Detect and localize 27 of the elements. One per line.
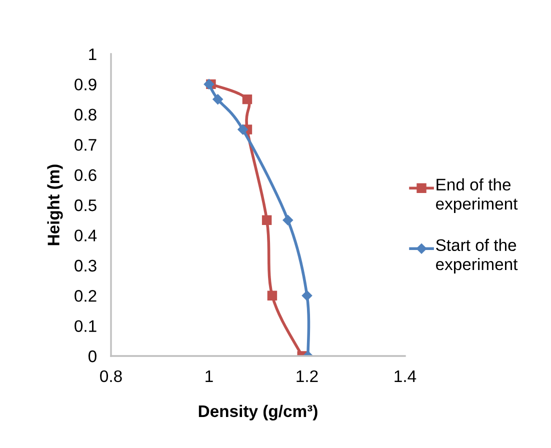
point <box>242 94 252 104</box>
point <box>204 79 214 90</box>
point <box>302 290 312 301</box>
point <box>212 94 223 104</box>
x-axis-title: Density (g/cm³) <box>198 404 318 420</box>
y-tick-label: 0.7 <box>74 139 96 151</box>
y-axis-title: Height (m) <box>47 164 63 246</box>
y-tick-label: 0.5 <box>74 199 96 212</box>
point <box>238 124 248 135</box>
y-tick-label: 0 <box>88 350 96 362</box>
x-tick-label: 1 <box>206 370 213 382</box>
x-tick-label: 1.4 <box>394 370 416 382</box>
y-tick-label: 0.8 <box>74 108 96 121</box>
point <box>262 215 272 225</box>
x-tick-label: 1.2 <box>296 370 318 382</box>
x-tick-label: 0.8 <box>100 370 122 382</box>
y-tick-label: 0.3 <box>74 260 96 272</box>
legend-label: Start of the experiment <box>436 238 518 274</box>
y-tick-label: 0.6 <box>74 169 96 182</box>
point <box>282 214 294 226</box>
y-tick-label: 0.9 <box>74 78 96 90</box>
y-tick-label: 0.1 <box>74 320 96 332</box>
y-tick-label: 0.2 <box>74 290 96 302</box>
legend-label: End of the experiment <box>436 178 518 213</box>
y-tick-label: 0.4 <box>74 230 97 242</box>
point <box>267 290 278 300</box>
y-tick-label: 1 <box>89 48 96 60</box>
